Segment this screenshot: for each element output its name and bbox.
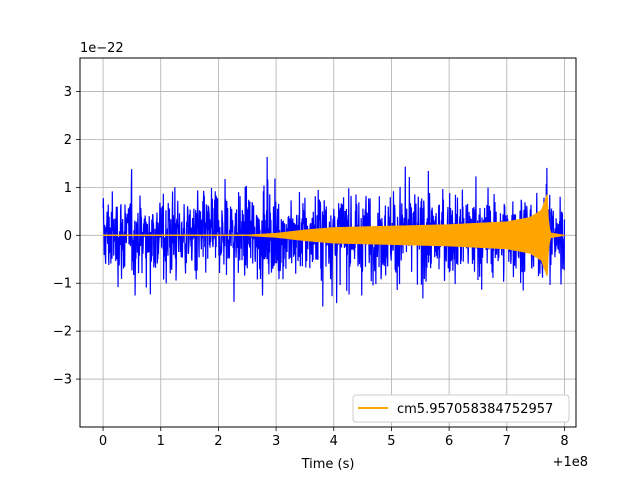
y-tick-label: 2: [64, 133, 72, 148]
y-tick-label: −1: [53, 277, 72, 292]
legend: cm5.957058384752957: [352, 394, 570, 423]
x-tick-label: 3: [272, 434, 280, 449]
x-offset-text: +1e8: [553, 455, 588, 470]
y-tick-label: 1: [64, 181, 72, 196]
x-tick-label: 4: [330, 434, 338, 449]
x-axis-label: Time (s): [301, 457, 355, 472]
x-tick-label: 7: [503, 434, 511, 449]
x-tick-label: 1: [157, 434, 165, 449]
x-tick-label: 5: [387, 434, 395, 449]
y-tick-label: 3: [64, 85, 72, 100]
x-tick-label: 8: [560, 434, 568, 449]
x-tick-label: 6: [445, 434, 453, 449]
legend-label-template: cm5.957058384752957: [397, 402, 553, 417]
y-tick-label: −3: [53, 373, 72, 388]
legend-box: [352, 394, 570, 423]
y-axis-ticks: −3 −2 −1 0 1 2 3: [53, 85, 80, 388]
x-tick-label: 2: [214, 434, 222, 449]
y-tick-label: −2: [53, 325, 72, 340]
axes-frame: [79, 57, 577, 428]
x-axis-ticks: 0 1 2 3 4 5 6 7 8: [99, 427, 569, 449]
x-tick-label: 0: [99, 434, 107, 449]
plot-area: [102, 156, 566, 307]
y-offset-text: 1e−22: [80, 41, 124, 56]
y-tick-label: 0: [64, 229, 72, 244]
